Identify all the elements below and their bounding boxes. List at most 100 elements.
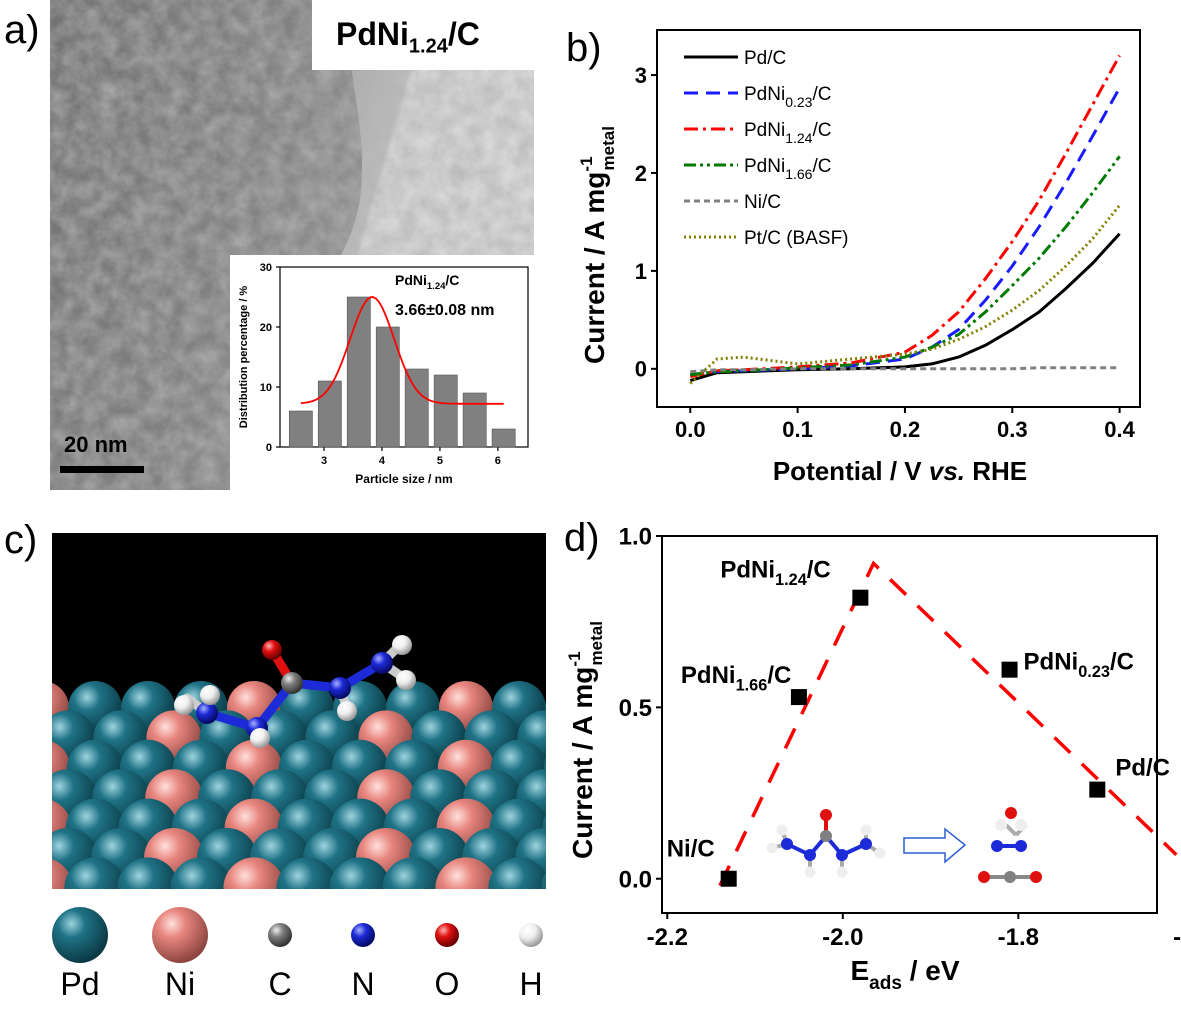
point-label-main: PdNi [720, 557, 775, 584]
histogram-bar [433, 374, 458, 448]
legend-pd-sphere [52, 907, 108, 963]
point-label: PdNi1.24/C [720, 557, 830, 589]
inset-title-main: PdNi [395, 272, 427, 288]
x-tick-label: 0.4 [1104, 417, 1135, 442]
x-tick-label: 5 [437, 455, 443, 467]
scale-bar [60, 466, 144, 473]
panel-label-b: b) [566, 26, 602, 70]
inset-annotation: 3.66±0.08 nm [395, 302, 495, 319]
arrow-icon [903, 827, 967, 864]
nitrogen-atom [196, 702, 218, 724]
y-tick-label: 0.5 [619, 695, 652, 722]
legend-c-sphere [268, 923, 292, 947]
point-label: Pd/C [1115, 755, 1170, 782]
legend-label-sub: 1.24 [785, 130, 812, 146]
tem-title-suffix: /C [447, 16, 480, 52]
volcano-trend-line [718, 560, 1178, 887]
nitrogen-atom [804, 849, 816, 861]
y-tick-label: 3 [635, 63, 647, 88]
hydrogen-atom [337, 701, 357, 721]
gaussian-fit-curve [300, 296, 504, 405]
atom-legend: Pd Ni C N O H [52, 907, 543, 1002]
hydrogen-atom [874, 847, 886, 859]
legend-label-main: Pd/C [744, 48, 786, 69]
x-label-part: Potential / V [773, 456, 929, 486]
pd-atom [329, 857, 391, 889]
data-point [852, 589, 869, 606]
y-tick-label: 30 [260, 262, 272, 274]
legend-label: PdNi0.23/C [744, 84, 831, 110]
x-label-part: vs. [929, 456, 965, 486]
legend-n-label: N [351, 966, 374, 1002]
x-tick-label: 6 [495, 455, 501, 467]
hydrogen-atom [776, 824, 788, 836]
y-tick-label: 2 [635, 161, 647, 186]
legend-label: Pd/C [744, 48, 786, 69]
hydrogen-atom [860, 824, 872, 836]
inset-title-sub: 1.24 [427, 281, 446, 292]
histogram-bar [288, 410, 313, 448]
point-label-suffix: /C [767, 662, 791, 689]
pd-atom [382, 857, 444, 889]
legend-label-main: PdNi [744, 120, 785, 141]
oxygen-atom [978, 871, 990, 883]
point-label-main: Ni/C [667, 836, 715, 863]
y-tick-label: 10 [260, 382, 272, 394]
nitrogen-atom [1015, 840, 1027, 852]
x-tick-label: 0.1 [782, 417, 813, 442]
legend-pd-label: Pd [60, 966, 99, 1002]
legend-label-main: Pt/C (BASF) [744, 228, 849, 249]
legend-label-suffix: /C [812, 120, 831, 141]
x-axis-label: Potential / V vs. RHE [773, 456, 1027, 486]
inset-title: PdNi1.24/C [395, 272, 459, 292]
point-label-sub: 1.66 [736, 676, 768, 694]
legend-h-sphere [519, 923, 543, 947]
legend-label: Ni/C [744, 192, 781, 213]
scale-bar-label: 20 nm [64, 432, 128, 457]
hydrogen-atom [1015, 819, 1027, 831]
plot-frame [279, 266, 529, 448]
point-label: PdNi1.66/C [681, 662, 791, 694]
x-axis-label: Particle size / nm [355, 472, 452, 486]
y-label-sub: metal [599, 126, 618, 170]
y-label-part: Current / A mg [567, 667, 598, 859]
legend-h-label: H [519, 966, 542, 1002]
legend-label-main: PdNi [744, 84, 785, 105]
point-label-main: Pd/C [1115, 755, 1170, 782]
legend-o-label: O [435, 966, 460, 1002]
legend-n-sphere [351, 923, 375, 947]
histogram-bar [404, 368, 429, 448]
legend-ni-label: Ni [165, 966, 195, 1002]
hydrogen-atom [766, 842, 778, 854]
point-label: Ni/C [667, 836, 715, 863]
legend-label-main: Ni/C [744, 192, 781, 213]
y-tick-label: 1 [635, 259, 647, 284]
panel-label-a: a) [4, 8, 40, 52]
plot-frame [661, 535, 1158, 914]
legend-label: Pt/C (BASF) [744, 228, 849, 249]
adsorption-model [52, 533, 546, 889]
y-axis-label: Current / A mg-1 metal [577, 126, 618, 364]
oxygen-atom [820, 809, 832, 821]
nitrogen-atom [860, 838, 872, 850]
x-label-part: / eV [902, 955, 960, 986]
ni-atom [223, 857, 285, 889]
y-tick-label: 1.0 [619, 524, 652, 551]
point-label-sub: 1.24 [775, 571, 807, 589]
bond [1004, 823, 1018, 837]
plot-frame [656, 29, 1141, 408]
legend-o-sphere [435, 923, 459, 947]
tem-title-main: PdNi [336, 16, 409, 52]
hydrogen-atom [174, 695, 194, 715]
histogram-bar [317, 380, 342, 448]
x-tick-label: 0.2 [890, 417, 921, 442]
legend-label-suffix: /C [812, 156, 831, 177]
oxygen-atom [1005, 807, 1017, 819]
x-tick-label: 0.0 [675, 417, 706, 442]
legend-label-main: PdNi [744, 156, 785, 177]
y-label-sup: -1 [565, 651, 584, 666]
hydrogen-atom [396, 670, 416, 690]
